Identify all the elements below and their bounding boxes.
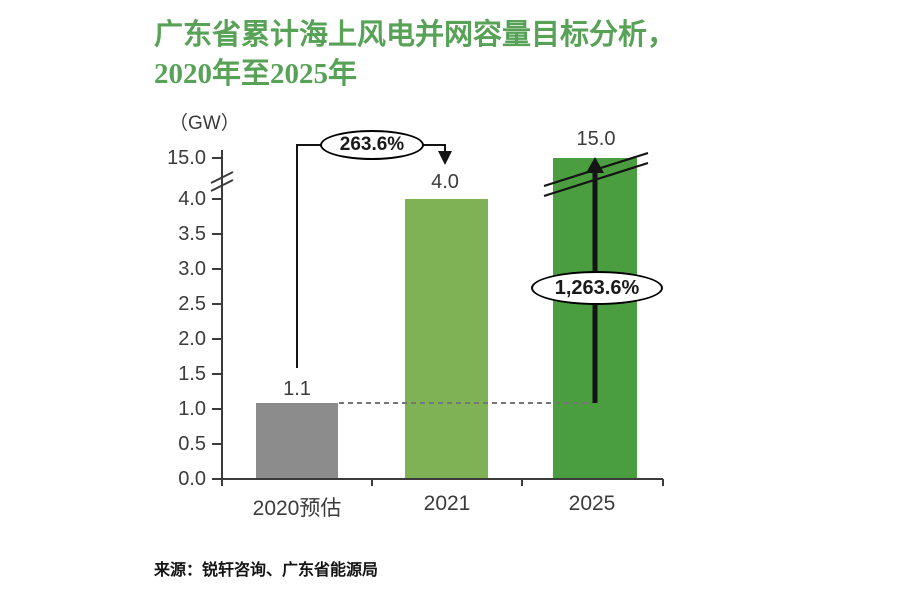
- down-arrow-icon: [438, 151, 452, 165]
- x-label-2020: 2020预估: [252, 497, 342, 520]
- y-tick-label-3: 3.0: [178, 258, 206, 280]
- growth-annotation-2025: 1,263.6%: [531, 271, 663, 305]
- bar-break-icon: [543, 151, 649, 198]
- x-label-2025: 2025: [568, 492, 616, 515]
- growth-annotation-2025-label: 1,263.6%: [554, 276, 640, 299]
- y-tick-label-0: 0.0: [178, 468, 206, 490]
- y-tick-label-2-5: 2.5: [178, 293, 206, 315]
- y-tick-label-2: 2.0: [178, 328, 206, 350]
- source-note: 来源：锐轩咨询、广东省能源局: [154, 562, 379, 579]
- y-tick-label-0-5: 0.5: [178, 433, 206, 455]
- y-tick-label-1-5: 1.5: [178, 363, 206, 385]
- y-tick-label-4: 4.0: [178, 188, 206, 210]
- bar-2021-target: [405, 199, 488, 478]
- bar-2020-estimate: [256, 403, 338, 478]
- value-label-2025: 15.0: [576, 128, 616, 150]
- y-tick-label-1: 1.0: [178, 398, 206, 420]
- growth-annotation-2021-label: 263.6%: [339, 134, 405, 155]
- page-title-line1: 广东省累计海上风电并网容量目标分析，: [154, 19, 677, 51]
- y-tick-label-15: 15.0: [167, 147, 206, 169]
- growth-annotation-2021: 263.6%: [320, 130, 424, 160]
- page-title-line2: 2020年至2025年: [154, 58, 358, 90]
- y-axis-break-icon: [210, 171, 234, 192]
- x-label-2021: 2021: [423, 492, 471, 515]
- axes: [212, 150, 664, 486]
- y-axis-unit-label: （GW）: [169, 113, 240, 134]
- value-label-2021: 4.0: [431, 171, 459, 193]
- page-title: 广东省累计海上风电并网容量目标分析， 2020年至2025年: [154, 16, 794, 94]
- y-tick-label-3-5: 3.5: [178, 223, 206, 245]
- value-label-2020: 1.1: [283, 378, 311, 400]
